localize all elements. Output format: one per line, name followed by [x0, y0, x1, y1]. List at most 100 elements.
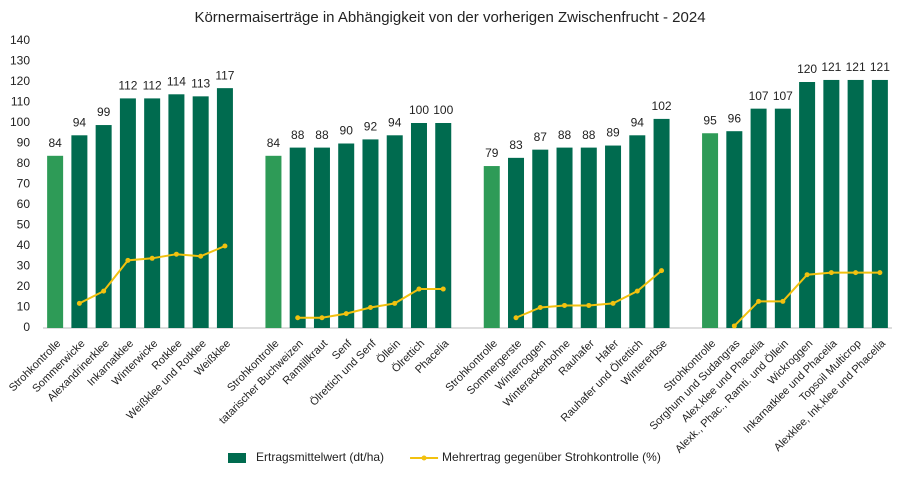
- data-label: 79: [485, 146, 499, 160]
- line-marker: [101, 288, 107, 294]
- line-marker: [780, 298, 786, 304]
- line-marker: [367, 305, 373, 310]
- y-tick-label: 70: [17, 177, 31, 191]
- data-label: 84: [48, 136, 62, 150]
- data-label: 90: [340, 124, 354, 138]
- data-label: 114: [167, 74, 186, 88]
- data-label: 102: [652, 99, 672, 113]
- bar: [605, 145, 622, 328]
- y-tick-label: 30: [17, 259, 31, 273]
- y-tick-label: 130: [10, 54, 30, 68]
- data-label: 100: [409, 103, 429, 117]
- y-tick-label: 140: [10, 33, 30, 47]
- bar: [168, 94, 185, 328]
- line-marker: [513, 315, 519, 321]
- bar: [313, 147, 330, 328]
- bar: [702, 133, 719, 328]
- bar: [47, 155, 64, 328]
- bar: [362, 139, 379, 328]
- line-marker: [877, 270, 883, 276]
- y-tick-label: 10: [17, 300, 31, 314]
- bar: [289, 147, 306, 328]
- line-marker: [198, 253, 204, 259]
- bar: [871, 79, 888, 328]
- data-label: 117: [215, 68, 234, 82]
- line-marker: [659, 268, 665, 274]
- bar: [192, 96, 209, 328]
- bar: [265, 155, 282, 328]
- bar: [629, 135, 646, 328]
- line-marker: [440, 286, 446, 292]
- bar: [847, 79, 864, 328]
- line-marker: [149, 255, 155, 261]
- legend-swatch: [421, 455, 427, 461]
- bar: [726, 131, 743, 328]
- data-label: 92: [364, 120, 378, 134]
- line-marker: [125, 257, 131, 263]
- data-label: 95: [703, 113, 717, 127]
- bar: [774, 108, 791, 329]
- bar: [799, 82, 816, 328]
- line-marker: [343, 311, 349, 317]
- line-marker: [222, 243, 228, 249]
- legend-swatch: [228, 453, 246, 463]
- data-label: 107: [749, 89, 769, 103]
- bar: [435, 123, 452, 328]
- y-tick-label: 40: [17, 238, 31, 252]
- y-tick-label: 80: [17, 156, 31, 170]
- data-label: 87: [534, 130, 548, 144]
- line-marker: [173, 251, 179, 257]
- line-marker: [76, 300, 82, 306]
- y-tick-label: 50: [17, 218, 31, 232]
- bar: [119, 98, 136, 329]
- line-marker: [731, 323, 737, 329]
- data-label: 94: [388, 115, 402, 129]
- line-marker: [804, 272, 810, 278]
- bar: [386, 135, 403, 328]
- line-marker: [853, 270, 859, 276]
- data-label: 99: [97, 105, 111, 119]
- data-label: 112: [143, 79, 162, 93]
- line-marker: [756, 298, 762, 304]
- bar: [750, 108, 767, 329]
- y-tick-label: 100: [10, 115, 30, 129]
- data-label: 120: [797, 62, 817, 76]
- data-label: 88: [582, 128, 596, 142]
- data-label: 113: [191, 77, 210, 91]
- bar: [95, 125, 112, 328]
- data-label: 121: [870, 60, 890, 74]
- data-label: 121: [846, 60, 866, 74]
- data-label: 88: [315, 128, 329, 142]
- line-marker: [562, 302, 568, 308]
- y-tick-label: 110: [11, 95, 30, 109]
- data-label: 89: [606, 126, 620, 140]
- line-marker: [537, 305, 543, 310]
- data-label: 96: [728, 111, 742, 125]
- line-marker: [610, 300, 616, 306]
- bar: [653, 118, 670, 329]
- bar: [216, 88, 233, 329]
- legend-label: Mehrertrag gegenüber Strohkontrolle (%): [442, 450, 661, 464]
- bar: [338, 143, 355, 328]
- y-tick-label: 120: [10, 74, 30, 88]
- y-tick-label: 90: [17, 136, 31, 150]
- data-label: 100: [433, 103, 453, 117]
- bar: [508, 157, 525, 328]
- line-marker: [634, 288, 640, 294]
- bar: [823, 79, 840, 328]
- y-tick-label: 60: [17, 197, 31, 211]
- y-tick-label: 0: [23, 320, 30, 334]
- line-marker: [392, 300, 398, 306]
- line-marker: [319, 315, 325, 321]
- data-label: 112: [118, 79, 137, 93]
- bar: [71, 135, 88, 328]
- bar: [144, 98, 161, 329]
- bar: [532, 149, 549, 328]
- legend-label: Ertragsmittelwert (dt/ha): [256, 450, 384, 464]
- data-label: 84: [267, 136, 281, 150]
- bar: [483, 166, 500, 328]
- line-marker: [295, 315, 301, 321]
- data-label: 88: [291, 128, 305, 142]
- bar: [580, 147, 597, 328]
